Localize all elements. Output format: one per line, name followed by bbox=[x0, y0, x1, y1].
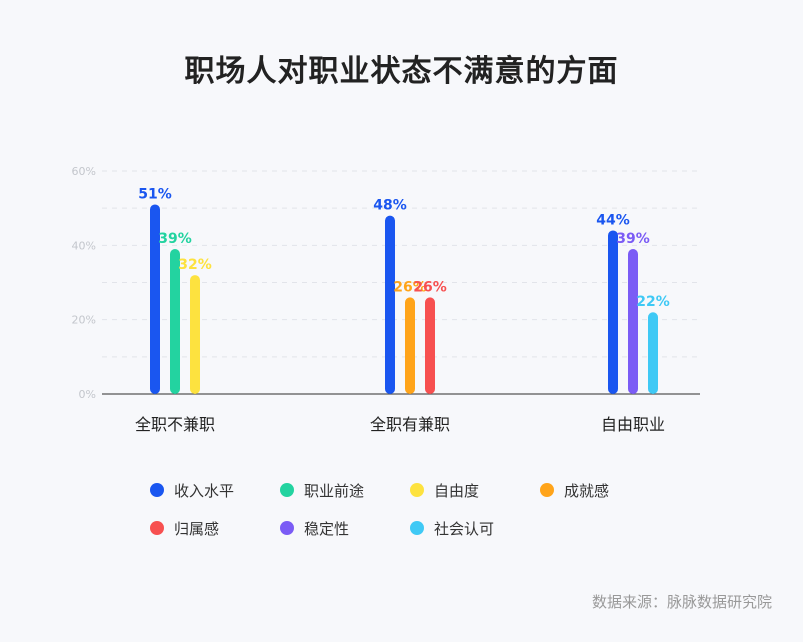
legend-label: 职业前途 bbox=[304, 481, 365, 500]
bar-chart: 0% 20% 40% 60% 51% 39% 32% 全职不兼职 48% 26%26% 全职有兼职 4… bbox=[72, 165, 700, 434]
chart-title: 职场人对职业状态不满意的方面 bbox=[184, 54, 619, 89]
x-category-label: 全职不兼职 bbox=[135, 415, 215, 434]
legend-swatch bbox=[280, 521, 294, 535]
bar bbox=[628, 249, 638, 394]
legend-item: 自由度 bbox=[410, 480, 540, 500]
legend-swatch bbox=[150, 521, 164, 535]
legend-item: 社会认可 bbox=[410, 518, 540, 538]
legend-item: 稳定性 bbox=[280, 518, 410, 538]
y-tick-label: 40% bbox=[72, 239, 96, 252]
legend-swatch bbox=[150, 483, 164, 497]
bar-value-label: 44% bbox=[596, 212, 630, 228]
x-category-label: 自由职业 bbox=[601, 415, 665, 434]
legend-label: 自由度 bbox=[434, 481, 480, 500]
bar-value-label: 22% bbox=[636, 294, 670, 310]
bar bbox=[385, 215, 395, 394]
bar bbox=[190, 275, 200, 394]
legend-label: 成就感 bbox=[564, 481, 610, 500]
legend-swatch bbox=[410, 521, 424, 535]
x-category-label: 全职有兼职 bbox=[370, 415, 450, 434]
bar-value-label: 32% bbox=[178, 257, 212, 273]
bar bbox=[170, 249, 180, 394]
bar-value-label: 26% bbox=[413, 279, 447, 295]
y-tick-label: 20% bbox=[72, 314, 96, 327]
legend-item: 成就感 bbox=[540, 480, 670, 500]
bar bbox=[608, 230, 618, 394]
legend-label: 稳定性 bbox=[304, 519, 350, 538]
bar bbox=[425, 297, 435, 394]
legend: 收入水平 职业前途 自由度 成就感归属感 稳定性 社会认可 bbox=[150, 480, 670, 538]
y-tick-label: 60% bbox=[72, 165, 96, 178]
legend-swatch bbox=[280, 483, 294, 497]
bar-value-label: 39% bbox=[616, 231, 650, 247]
bar-value-label: 48% bbox=[373, 198, 407, 214]
legend-swatch bbox=[410, 483, 424, 497]
legend-item: 归属感 bbox=[150, 518, 280, 538]
legend-item: 收入水平 bbox=[150, 480, 280, 500]
legend-label: 归属感 bbox=[174, 519, 220, 538]
bar bbox=[648, 312, 658, 394]
y-tick-label: 0% bbox=[79, 388, 96, 401]
legend-swatch bbox=[540, 483, 554, 497]
bar-value-label: 51% bbox=[138, 186, 172, 202]
legend-label: 社会认可 bbox=[434, 519, 495, 538]
legend-item: 职业前途 bbox=[280, 480, 410, 500]
bar bbox=[405, 297, 415, 394]
legend-label: 收入水平 bbox=[174, 481, 235, 500]
source-note: 数据来源：脉脉数据研究院 bbox=[591, 593, 772, 611]
bar-value-label: 39% bbox=[158, 231, 192, 247]
bar-value-label: 26% bbox=[393, 279, 427, 295]
bar bbox=[150, 204, 160, 394]
